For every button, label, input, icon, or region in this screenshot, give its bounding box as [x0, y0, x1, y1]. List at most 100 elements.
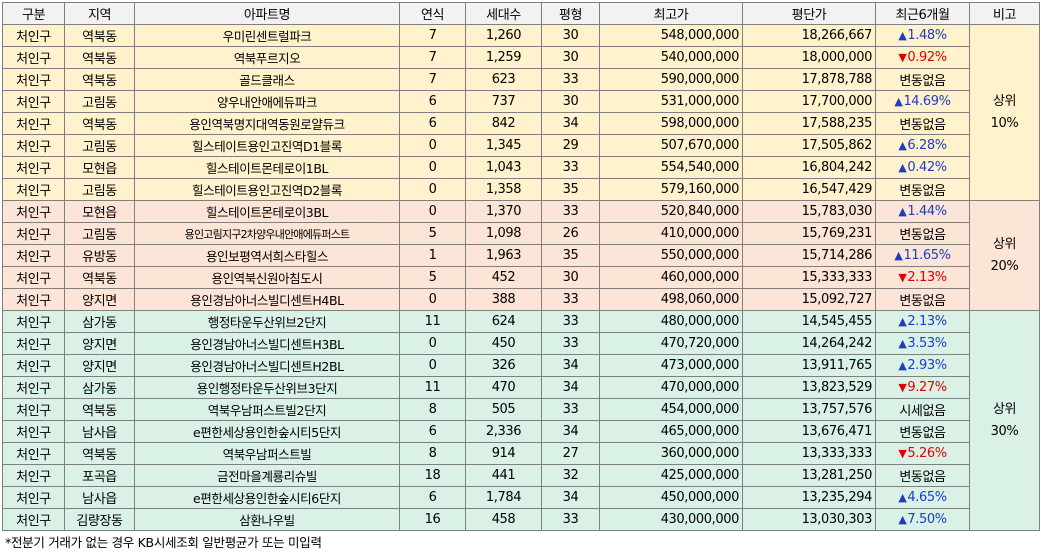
gu-cell: 처인구: [2, 24, 65, 47]
price-per-pyeong-cell: 13,030,303: [742, 508, 876, 531]
recent-change-cell: ▲1.44%: [875, 200, 970, 223]
region-cell: 고림동: [64, 178, 135, 201]
change-value: 변동없음: [899, 426, 946, 441]
region-cell: 양지면: [64, 332, 135, 355]
pyeong-cell: 34: [541, 354, 600, 377]
gu-cell: 처인구: [2, 244, 65, 267]
pyeong-cell: 33: [541, 288, 600, 311]
apartment-name-cell: 용인고림지구2차양우내안애에듀퍼스트: [134, 222, 400, 245]
age-cell: 8: [399, 442, 466, 465]
pyeong-cell: 35: [541, 178, 600, 201]
header-region: 지역: [64, 2, 135, 25]
table-row: 처인구 유방동 용인보평역서희스타힐스 1 1,963 35 550,000,000 15,7…: [2, 244, 1040, 267]
region-cell: 유방동: [64, 244, 135, 267]
apartment-name-cell: 역북푸르지오: [134, 46, 400, 69]
table-row: 처인구 역북동 우미린센트럴파크 7 1,260 30 548,000,000 18,266,…: [2, 24, 1040, 201]
households-cell: 2,336: [465, 420, 542, 443]
age-cell: 11: [399, 310, 466, 333]
apartment-name-cell: 금전마을계룡리슈빌: [134, 464, 400, 487]
pyeong-cell: 30: [541, 46, 600, 69]
max-price-cell: 360,000,000: [599, 442, 743, 465]
recent-change-cell: 변동없음: [875, 464, 970, 487]
change-value: 2.13%: [907, 314, 947, 329]
pyeong-cell: 27: [541, 442, 600, 465]
apartment-name-cell: 용인경남아너스빌디센트H4BL: [134, 288, 400, 311]
recent-change-cell: ▲2.13%: [875, 310, 970, 333]
pyeong-cell: 33: [541, 68, 600, 91]
price-per-pyeong-cell: 15,333,333: [742, 266, 876, 289]
households-cell: 388: [465, 288, 542, 311]
tier-label-top: 상위: [992, 236, 1017, 252]
region-cell: 고림동: [64, 134, 135, 157]
region-cell: 포곡읍: [64, 464, 135, 487]
age-cell: 7: [399, 68, 466, 91]
pyeong-cell: 30: [541, 90, 600, 113]
tier-label-bottom: 20%: [990, 258, 1019, 274]
change-value: 7.50%: [907, 512, 947, 527]
apartment-name-cell: 용인경남아너스빌디센트H3BL: [134, 332, 400, 355]
table-row: 처인구 고림동 힐스테이트용인고진역D1블록 0 1,345 29 507,670,000 1…: [2, 134, 1040, 157]
age-cell: 0: [399, 156, 466, 179]
age-cell: 6: [399, 420, 466, 443]
apartment-name-cell: e편한세상용인한숲시티6단지: [134, 486, 400, 509]
region-cell: 역북동: [64, 398, 135, 421]
gu-cell: 처인구: [2, 508, 65, 531]
households-cell: 842: [465, 112, 542, 135]
header-age: 연식: [399, 2, 466, 25]
triangle-down-icon: ▼: [898, 381, 907, 394]
households-cell: 1,098: [465, 222, 542, 245]
price-per-pyeong-cell: 13,281,250: [742, 464, 876, 487]
region-cell: 김량장동: [64, 508, 135, 531]
recent-change-cell: 변동없음: [875, 222, 970, 245]
apartment-name-cell: 힐스테이트용인고진역D1블록: [134, 134, 400, 157]
header-price-per-pyeong: 평단가: [742, 2, 876, 25]
apartment-name-cell: 양우내안애에듀파크: [134, 90, 400, 113]
table-row: 처인구 역북동 용인역북명지대역동원로얄듀크 6 842 34 598,000,000 17,…: [2, 112, 1040, 135]
age-cell: 1: [399, 244, 466, 267]
change-value: 변동없음: [899, 228, 946, 243]
price-per-pyeong-cell: 16,547,429: [742, 178, 876, 201]
price-per-pyeong-cell: 17,878,788: [742, 68, 876, 91]
price-per-pyeong-cell: 13,235,294: [742, 486, 876, 509]
price-per-pyeong-cell: 15,092,727: [742, 288, 876, 311]
pyeong-cell: 33: [541, 398, 600, 421]
price-per-pyeong-cell: 15,783,030: [742, 200, 876, 223]
max-price-cell: 540,000,000: [599, 46, 743, 69]
change-value: 9.27%: [907, 380, 947, 395]
age-cell: 11: [399, 376, 466, 399]
recent-change-cell: ▼5.26%: [875, 442, 970, 465]
triangle-up-icon: ▲: [894, 249, 903, 262]
price-per-pyeong-cell: 17,588,235: [742, 112, 876, 135]
age-cell: 7: [399, 46, 466, 69]
pyeong-cell: 34: [541, 486, 600, 509]
region-cell: 삼가동: [64, 376, 135, 399]
households-cell: 914: [465, 442, 542, 465]
region-cell: 역북동: [64, 442, 135, 465]
region-cell: 역북동: [64, 266, 135, 289]
households-cell: 737: [465, 90, 542, 113]
max-price-cell: 430,000,000: [599, 508, 743, 531]
gu-cell: 처인구: [2, 332, 65, 355]
header-recent-6-months: 최근6개월: [875, 2, 970, 25]
change-value: 5.26%: [907, 446, 947, 461]
change-value: 변동없음: [899, 470, 946, 485]
pyeong-cell: 26: [541, 222, 600, 245]
households-cell: 505: [465, 398, 542, 421]
max-price-cell: 465,000,000: [599, 420, 743, 443]
footnote: *전분기 거래가 없는 경우 KB시세조회 일반평균가 또는 미입력: [5, 535, 322, 550]
gu-cell: 처인구: [2, 112, 65, 135]
pyeong-cell: 34: [541, 112, 600, 135]
change-value: 2.93%: [907, 358, 947, 373]
pyeong-cell: 33: [541, 200, 600, 223]
price-per-pyeong-cell: 13,911,765: [742, 354, 876, 377]
table-row: 처인구 양지면 용인경남아너스빌디센트H2BL 0 326 34 473,000,000 13…: [2, 354, 1040, 377]
gu-cell: 처인구: [2, 288, 65, 311]
recent-change-cell: ▲11.65%: [875, 244, 970, 267]
tier-label-cell: 상위 20%: [969, 200, 1040, 311]
header-pyeong: 평형: [541, 2, 600, 25]
households-cell: 326: [465, 354, 542, 377]
apartment-name-cell: 행정타운두산위브2단지: [134, 310, 400, 333]
age-cell: 16: [399, 508, 466, 531]
triangle-up-icon: ▲: [898, 513, 907, 526]
change-value: 1.48%: [907, 28, 947, 43]
